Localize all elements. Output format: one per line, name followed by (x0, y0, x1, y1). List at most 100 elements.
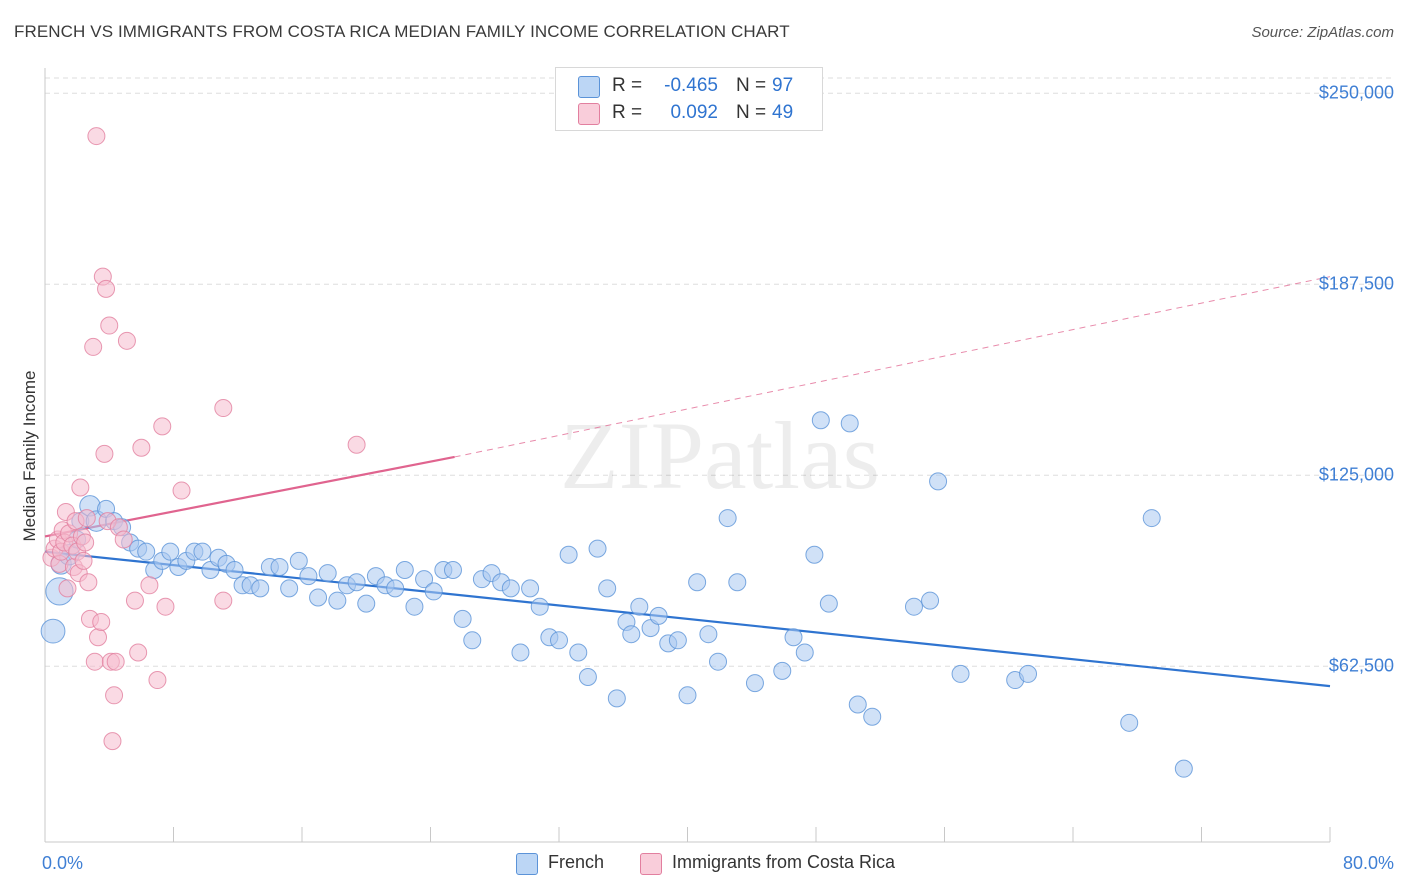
costa-rica-point (214, 591, 233, 610)
french-point (1142, 509, 1161, 528)
french-point (784, 628, 803, 647)
french-point (1019, 664, 1038, 683)
french-point (251, 579, 270, 598)
legend-swatch-costa-rica (578, 103, 600, 125)
costa-rica-point (114, 530, 133, 549)
french-point (795, 643, 814, 662)
costa-rica-point (129, 643, 148, 662)
axes (44, 68, 1331, 843)
costa-rica-point (58, 579, 77, 598)
legend-n-value-french: 97 (772, 75, 794, 96)
legend-n-label: N = (736, 75, 767, 96)
french-point (443, 561, 462, 580)
french-point (1120, 713, 1139, 732)
costa-rica-point (87, 127, 106, 146)
french-point (678, 686, 697, 705)
french-trend-line (44, 550, 1331, 688)
legend-n-label: N = (736, 102, 767, 123)
french-point (328, 591, 347, 610)
french-point (569, 643, 588, 662)
chart-source: Source: ZipAtlas.com (1251, 24, 1394, 41)
french-point (745, 674, 764, 693)
costa-rica-point (214, 399, 233, 418)
french-point (405, 597, 424, 616)
x-tick-label-min: 0.0% (42, 853, 84, 873)
french-point (357, 594, 376, 613)
costa-rica-point (172, 481, 191, 500)
french-point (709, 652, 728, 671)
french-point (530, 597, 549, 616)
french-point (630, 597, 649, 616)
french-point (299, 567, 318, 586)
costa-rica-point (132, 438, 151, 457)
french-point (225, 561, 244, 580)
french-point (718, 509, 737, 528)
costa-rica-point (84, 337, 103, 356)
french-point (805, 545, 824, 564)
y-axis-label: Median Family Income (20, 370, 39, 542)
costa-rica-point (117, 331, 136, 350)
costa-rica-point (95, 444, 114, 463)
costa-rica-point (140, 576, 159, 595)
french-point (161, 542, 180, 561)
y-tick-label: $62,500 (1328, 655, 1394, 676)
costa-rica-point (156, 597, 175, 616)
costa-rica-point (100, 316, 119, 335)
legend-r-value-costa-rica: 0.092 (670, 102, 718, 123)
french-point (40, 618, 66, 644)
french-point (773, 661, 792, 680)
legend-swatch-french (578, 76, 600, 98)
costa-rica-point (105, 686, 124, 705)
french-point (415, 570, 434, 589)
data-points (40, 127, 1193, 778)
french-point (728, 573, 747, 592)
french-point (811, 411, 830, 430)
french-point (270, 557, 289, 576)
french-point (463, 631, 482, 650)
french-point (309, 588, 328, 607)
french-point (318, 564, 337, 583)
costa-rica-point (347, 435, 366, 454)
french-point (559, 545, 578, 564)
french-point (347, 573, 366, 592)
french-point (848, 695, 867, 714)
costa-rica-point (97, 279, 116, 298)
costa-rica-point (85, 652, 104, 671)
legend-r-label: R = (612, 75, 643, 96)
costa-rica-point (103, 732, 122, 751)
watermark: ZIPatlas (560, 402, 880, 509)
costa-rica-point (92, 612, 111, 631)
french-point (386, 579, 405, 598)
french-point (521, 579, 540, 598)
french-point (904, 597, 923, 616)
legend-swatch-french (516, 853, 538, 875)
french-point (840, 414, 859, 433)
costa-rica-point (106, 652, 125, 671)
french-point (289, 551, 308, 570)
legend-n-value-costa-rica: 49 (772, 102, 794, 123)
costa-rica-point (77, 509, 96, 528)
french-point (424, 582, 443, 601)
legend-r-value-french: -0.465 (664, 75, 718, 96)
french-point (501, 579, 520, 598)
legend-r-label: R = (612, 102, 643, 123)
y-tick-label: $187,500 (1318, 273, 1394, 294)
french-point (929, 472, 948, 491)
french-point (649, 606, 668, 625)
costa-rica-point (74, 551, 93, 570)
french-point (921, 591, 940, 610)
french-point (688, 573, 707, 592)
legend-swatch-costa-rica (640, 853, 662, 875)
legend-label-french: French (548, 852, 605, 872)
french-point (598, 579, 617, 598)
costa-rica-point (76, 533, 95, 552)
french-point (951, 664, 970, 683)
french-point (668, 631, 687, 650)
french-point (453, 609, 472, 628)
french-point (588, 539, 607, 558)
french-point (280, 579, 299, 598)
chart-title: FRENCH VS IMMIGRANTS FROM COSTA RICA MED… (14, 22, 790, 41)
y-tick-label: $125,000 (1318, 464, 1394, 485)
costa-rica-point (89, 628, 108, 647)
